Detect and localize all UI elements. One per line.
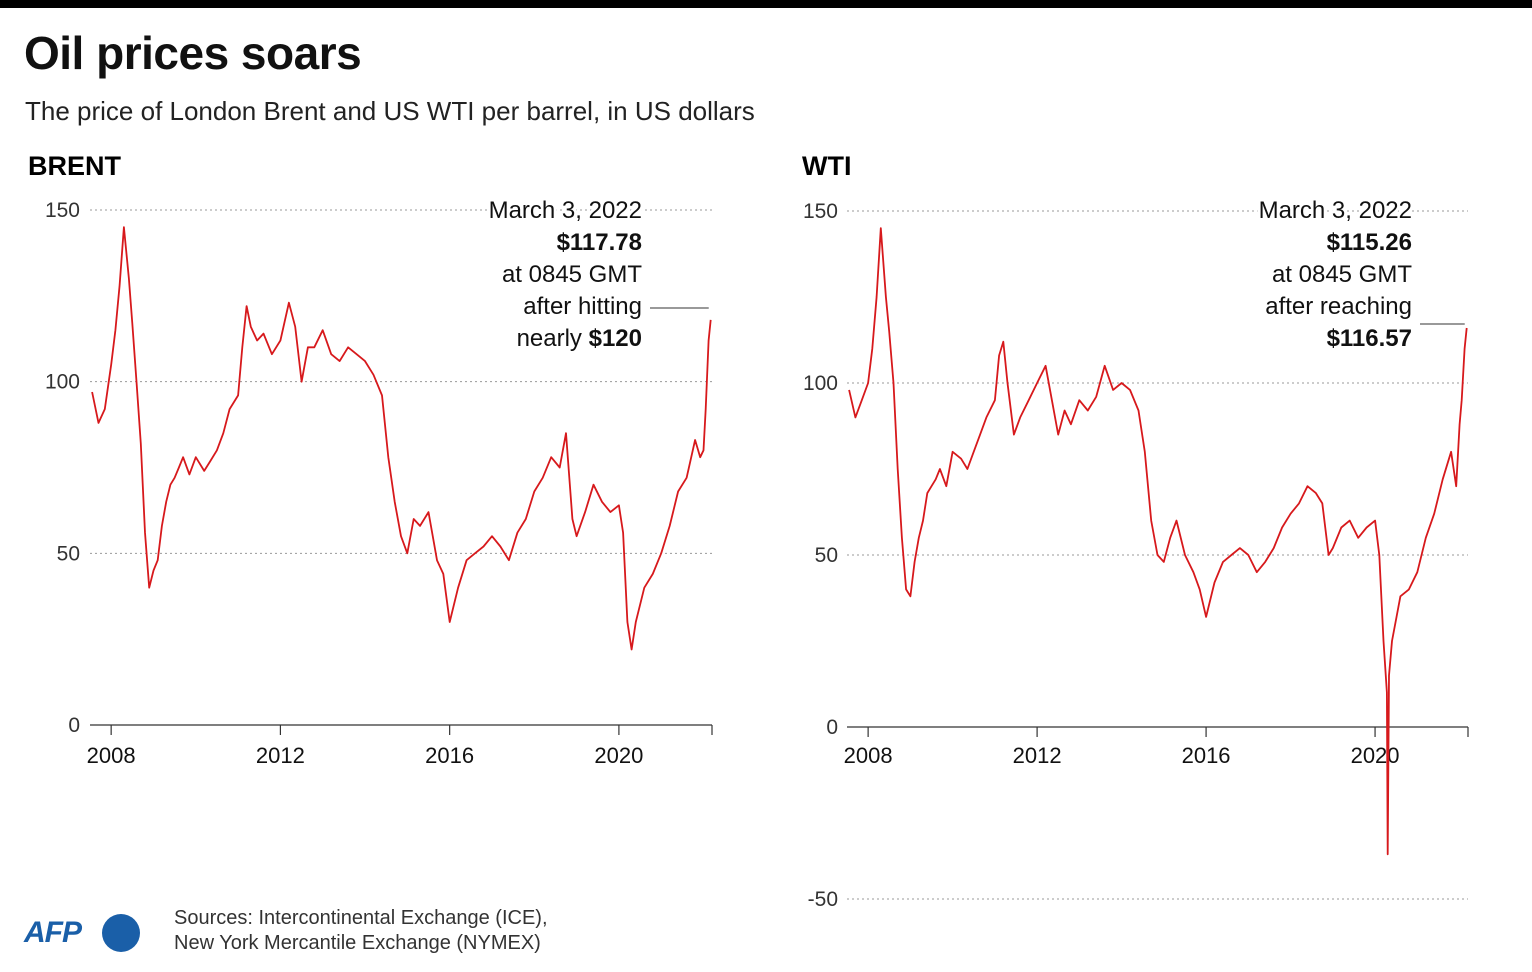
chart-brent-x-tick-label: 2008 [87, 743, 136, 768]
chart-wti-x-tick-label: 2016 [1182, 743, 1231, 768]
chart-wti-annotation-last-line: $116.57 [1327, 325, 1412, 352]
chart-brent-annotation-last-line: nearly $120 [517, 325, 642, 352]
chart-wti-annotation-line: after reaching [1265, 293, 1412, 320]
chart-brent-series-line [91, 226, 712, 651]
afp-logo-text: AFP [24, 916, 82, 949]
chart-wti-annotation-line: March 3, 2022 [1259, 197, 1412, 224]
chart-wti-y-tick-label: 150 [803, 200, 838, 223]
chart-wti-annotation-value: $116.57 [1327, 325, 1412, 352]
page-subtitle: The price of London Brent and US WTI per… [25, 96, 755, 126]
chart-brent-x-tick-label: 2016 [425, 743, 474, 768]
chart-wti-x-tick-label: 2020 [1351, 743, 1400, 768]
chart-brent-annotation-prefix: nearly [517, 325, 589, 352]
chart-brent-title: BRENT [28, 151, 122, 181]
chart-brent-y-tick-label: 150 [45, 199, 80, 222]
chart-brent-y-tick-label: 0 [68, 714, 80, 737]
chart-wti-y-tick-label: -50 [808, 888, 838, 911]
chart-wti-x-tick-label: 2012 [1013, 743, 1062, 768]
chart-brent-y-tick-label: 100 [45, 371, 80, 394]
sources: Sources: Intercontinental Exchange (ICE)… [174, 906, 548, 956]
afp-logo: AFP [24, 914, 142, 956]
chart-wti-x-tick-label: 2008 [844, 743, 893, 768]
afp-logo-dot-icon [102, 914, 140, 952]
chart-wti-series-line [848, 227, 1468, 856]
chart-brent-annotation-line: March 3, 2022 [489, 197, 642, 224]
chart-wti-y-tick-label: 50 [815, 544, 838, 567]
chart-wti-title: WTI [802, 151, 851, 181]
chart-brent-annotation-line: after hitting [523, 293, 642, 320]
top-rule [0, 0, 1532, 8]
page-title: Oil prices soars [24, 27, 362, 79]
chart-wti-annotation-line: $115.26 [1327, 229, 1412, 256]
sources-line-1: Sources: Intercontinental Exchange (ICE)… [174, 907, 548, 929]
chart-brent-x-tick-label: 2012 [256, 743, 305, 768]
chart-brent-y-tick-label: 50 [57, 542, 80, 565]
chart-wti-annotation-line: at 0845 GMT [1272, 261, 1412, 288]
chart-brent-annotation-line: $117.78 [557, 229, 642, 256]
chart-wti-y-tick-label: 100 [803, 372, 838, 395]
sources-line-2: New York Mercantile Exchange (NYMEX) [174, 932, 541, 954]
chart-wti-y-tick-label: 0 [826, 716, 838, 739]
chart-brent-x-tick-label: 2020 [594, 743, 643, 768]
chart-brent-annotation-line: at 0845 GMT [502, 261, 642, 288]
chart-brent-annotation-value: $120 [589, 325, 642, 352]
